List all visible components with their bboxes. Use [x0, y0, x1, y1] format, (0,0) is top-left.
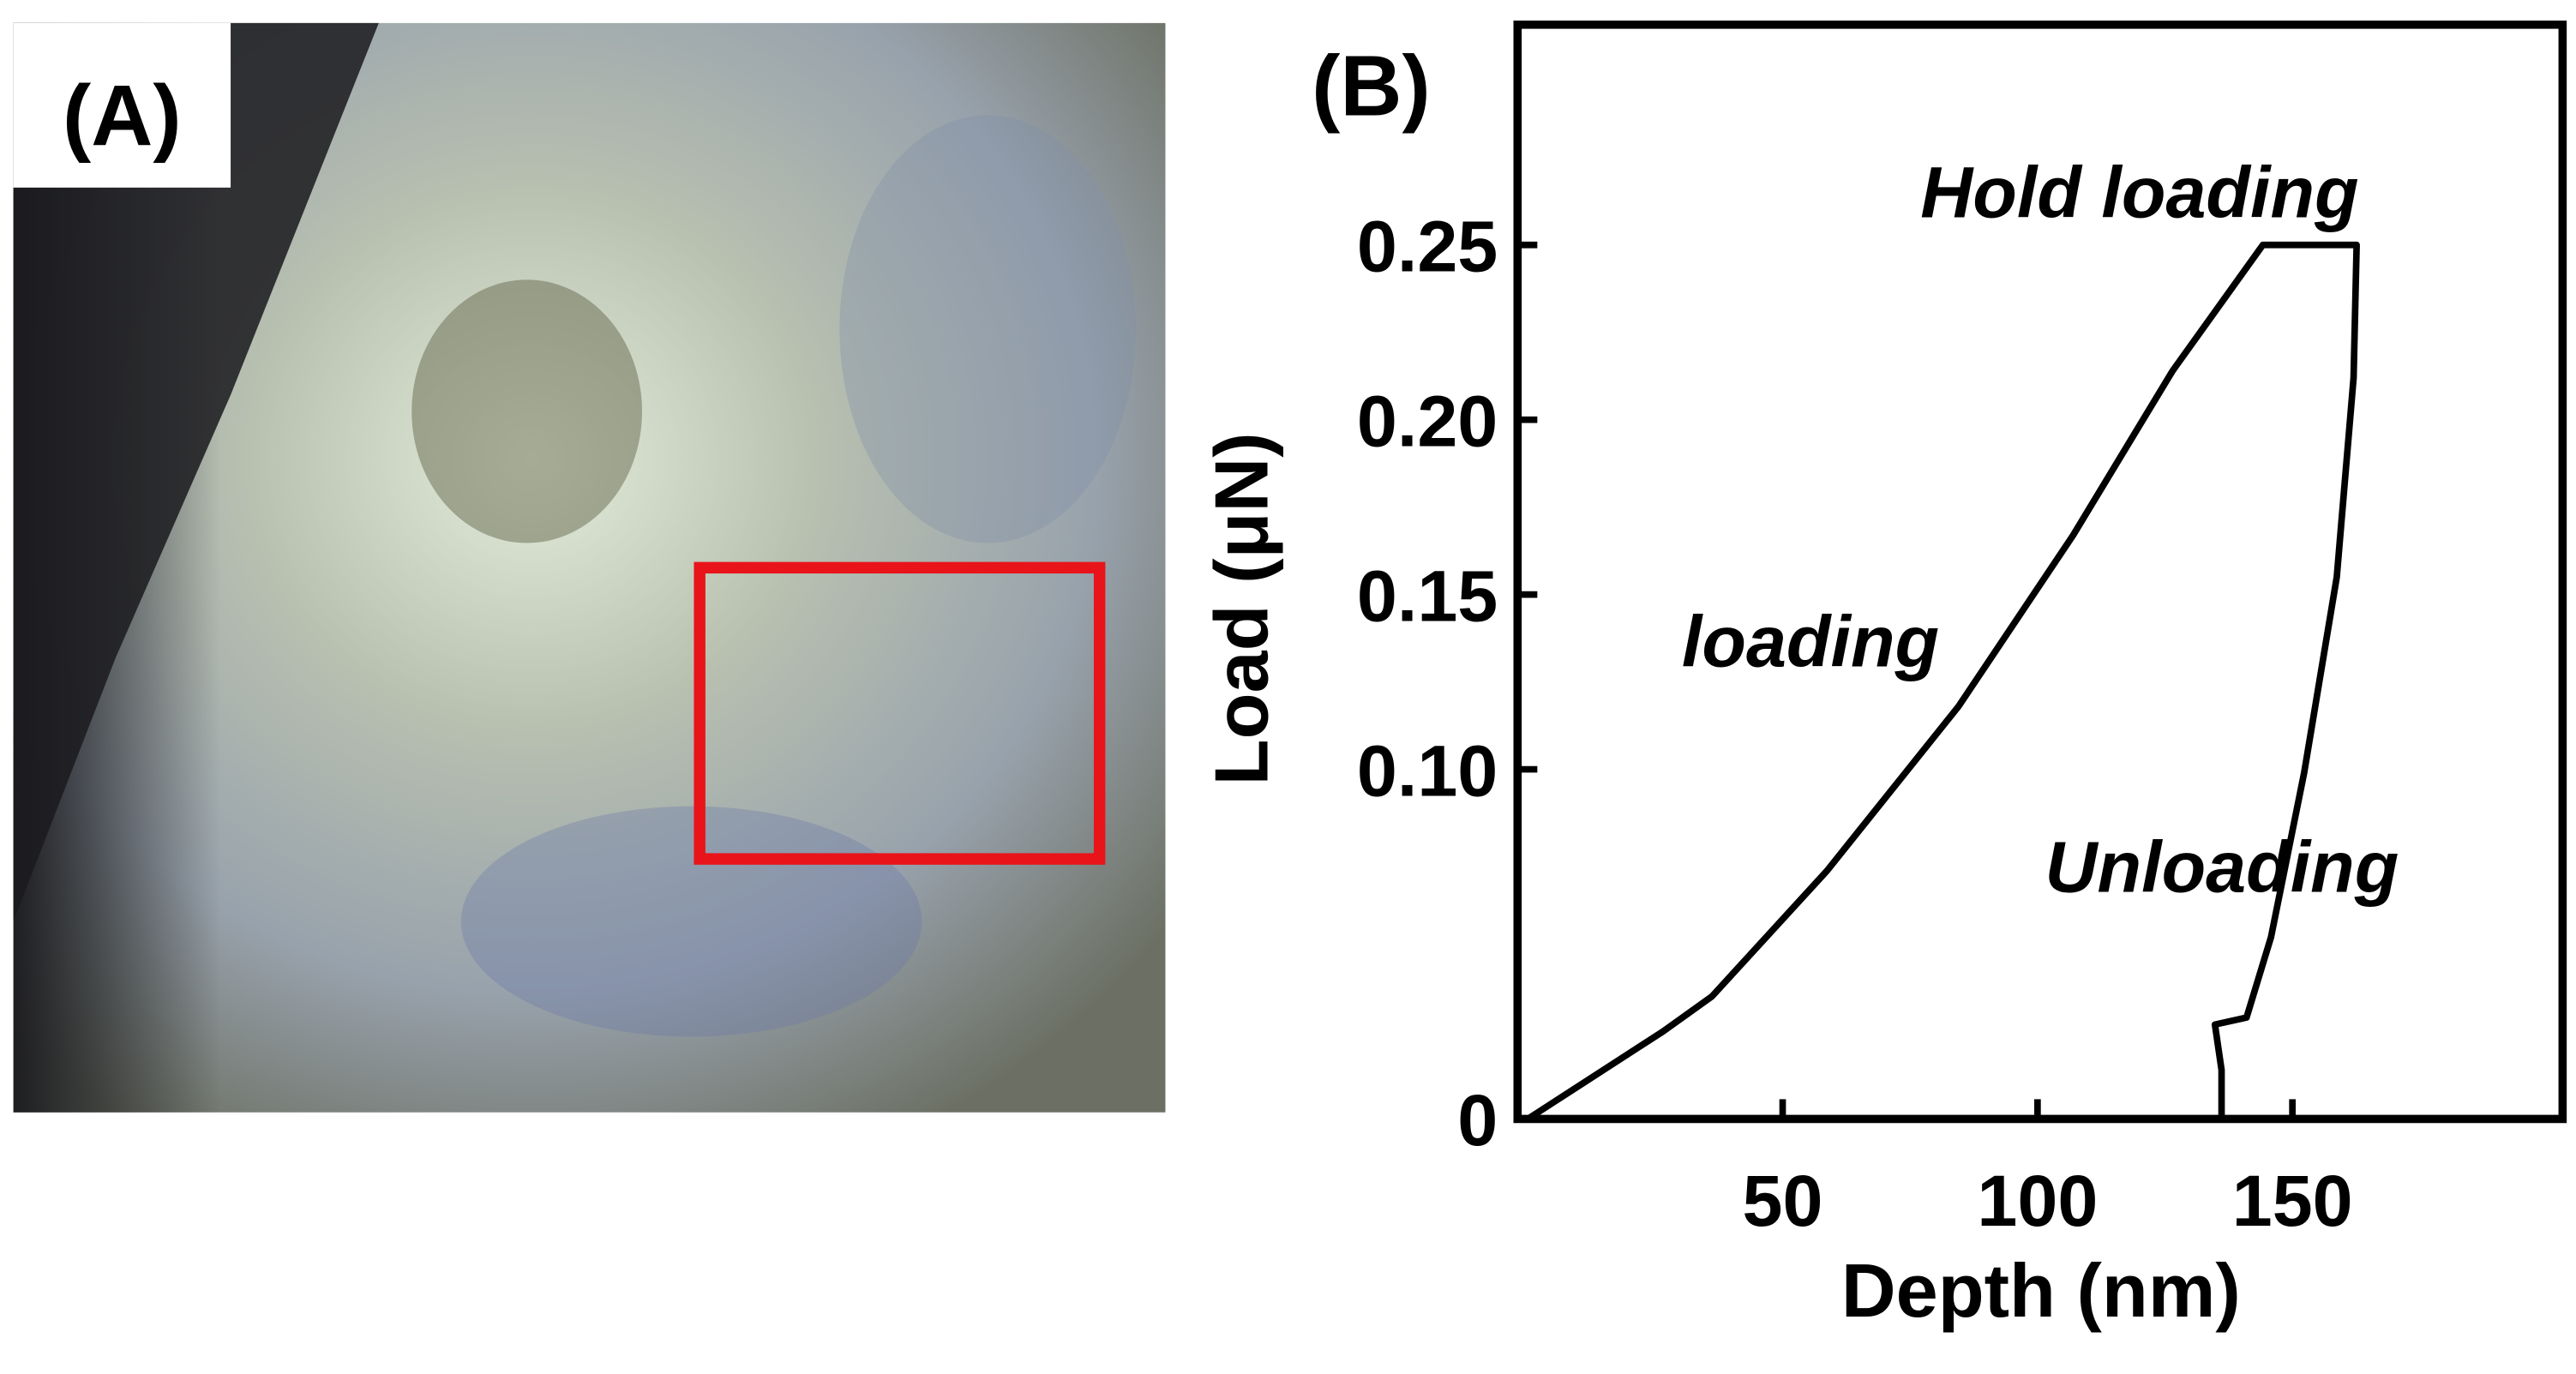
annotation: Hold loading — [1920, 152, 2358, 232]
annotation: loading — [1682, 602, 1939, 682]
panel-label: (B) — [1312, 39, 1431, 134]
y-tick-label: 0.20 — [1357, 381, 1498, 461]
annotation: Unloading — [2045, 827, 2399, 908]
y-axis-label: Load (μN) — [1199, 432, 1284, 785]
photo — [13, 22, 1166, 1113]
y-tick-label: 0.25 — [1357, 206, 1498, 286]
data-line — [1526, 241, 2360, 1122]
y-tick-label: 0.10 — [1357, 730, 1498, 811]
x-tick-label: 100 — [1977, 1161, 2098, 1241]
x-axis-label: Depth (nm) — [1841, 1248, 2241, 1333]
y-tick-label: 0.15 — [1357, 555, 1498, 636]
x-tick-label: 50 — [1743, 1161, 1823, 1241]
x-tick-label: 150 — [2232, 1161, 2353, 1241]
panel-label: (A) — [63, 69, 182, 164]
y-tick-label: 0 — [1457, 1080, 1498, 1161]
